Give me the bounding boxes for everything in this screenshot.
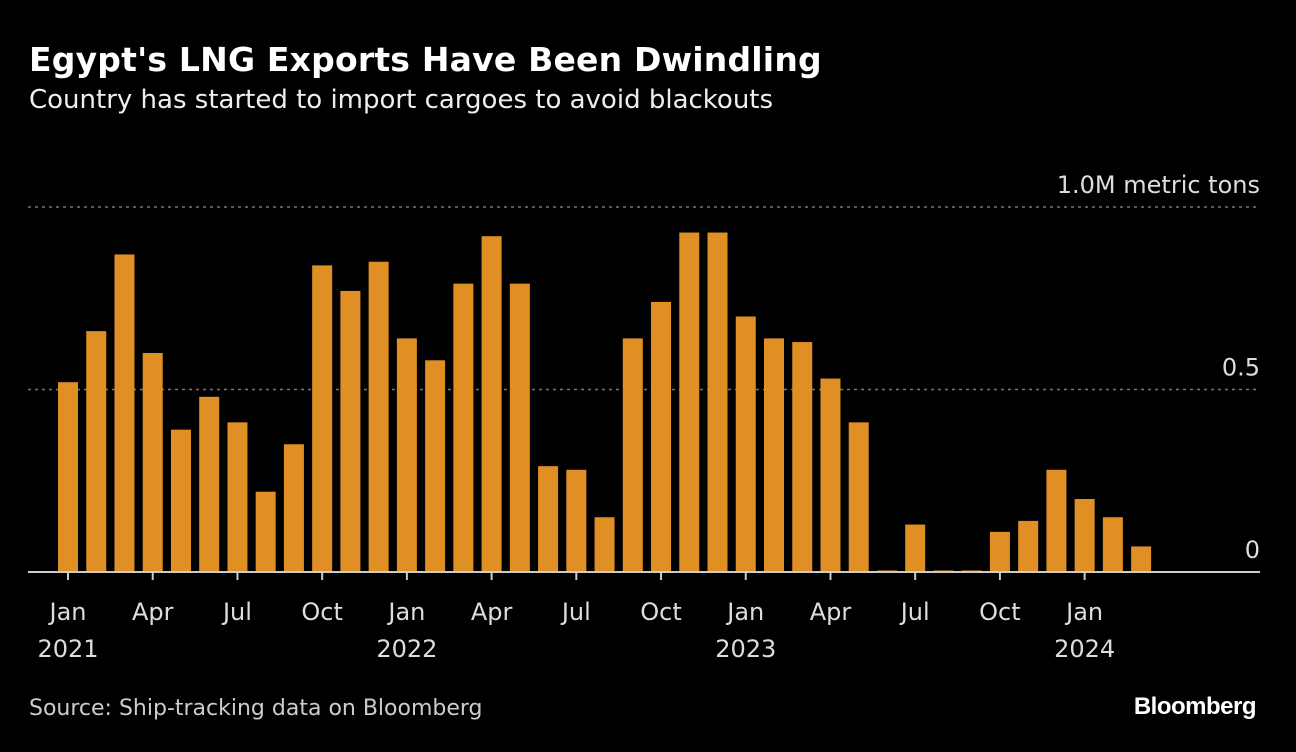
x-tick-label: Oct [979, 598, 1021, 626]
bar-2021-11 [340, 290, 361, 572]
y-tick-label: 0.5 [1222, 354, 1260, 382]
bar-2022-08 [594, 517, 615, 572]
bar-2021-10 [312, 265, 333, 572]
bar-2021-02 [86, 331, 107, 572]
x-tick-label: Jul [899, 598, 930, 626]
x-tick-year: 2021 [37, 635, 98, 663]
bar-2021-08 [255, 491, 276, 572]
bar-2021-05 [170, 429, 191, 572]
bar-2022-10 [651, 301, 672, 572]
bar-2023-03 [792, 342, 813, 572]
bar-2023-10 [989, 531, 1010, 572]
bar-2023-11 [1018, 520, 1039, 572]
bar-2021-07 [227, 422, 248, 572]
x-tick-label: Jan [48, 598, 87, 626]
bar-2022-12 [707, 232, 728, 573]
bar-2024-01 [1074, 499, 1095, 572]
x-tick-year: 2023 [715, 635, 776, 663]
bar-2021-04 [142, 353, 163, 572]
chart-subtitle: Country has started to import cargoes to… [29, 85, 774, 115]
x-tick-label: Jul [560, 598, 591, 626]
bar-2022-09 [622, 338, 643, 572]
x-tick-label: Apr [132, 598, 174, 626]
bar-2021-09 [283, 444, 304, 572]
bloomberg-logo: Bloomberg [1133, 693, 1257, 720]
x-tick-label: Apr [471, 598, 513, 626]
bar-2021-12 [368, 261, 389, 572]
x-tick-year: 2024 [1054, 635, 1115, 663]
x-tick-label: Jan [725, 598, 764, 626]
x-tick-label: Oct [301, 598, 343, 626]
bar-2022-11 [679, 232, 700, 573]
bar-2023-01 [735, 316, 756, 572]
bar-2023-02 [764, 338, 784, 572]
bar-2023-12 [1046, 469, 1067, 572]
bar-2023-04 [820, 378, 841, 572]
bar-2022-06 [538, 466, 559, 572]
bar-2021-01 [58, 382, 78, 572]
y-tick-label: 1.0M metric tons [1057, 171, 1260, 199]
bar-2021-06 [199, 396, 220, 572]
x-tick-label: Jan [386, 598, 425, 626]
x-tick-label: Jul [221, 598, 252, 626]
bar-2022-04 [481, 236, 502, 572]
y-tick-label: 0 [1245, 536, 1260, 564]
x-tick-year: 2022 [376, 635, 437, 663]
bar-2022-07 [566, 469, 587, 572]
bar-2024-03 [1131, 546, 1152, 572]
bar-2021-03 [114, 254, 135, 572]
bar-2022-01 [396, 338, 417, 572]
bar-2022-03 [453, 283, 474, 572]
bar-2022-05 [509, 283, 530, 572]
bar-2023-07 [905, 524, 926, 572]
x-tick-label: Jan [1064, 598, 1103, 626]
x-tick-label: Apr [810, 598, 852, 626]
source-note: Source: Ship-tracking data on Bloomberg [29, 696, 483, 721]
bar-2024-02 [1102, 517, 1123, 572]
x-tick-label: Oct [640, 598, 682, 626]
bar-2022-02 [425, 360, 446, 572]
bar-2023-05 [848, 422, 869, 572]
chart-title: Egypt's LNG Exports Have Been Dwindling [29, 40, 822, 79]
